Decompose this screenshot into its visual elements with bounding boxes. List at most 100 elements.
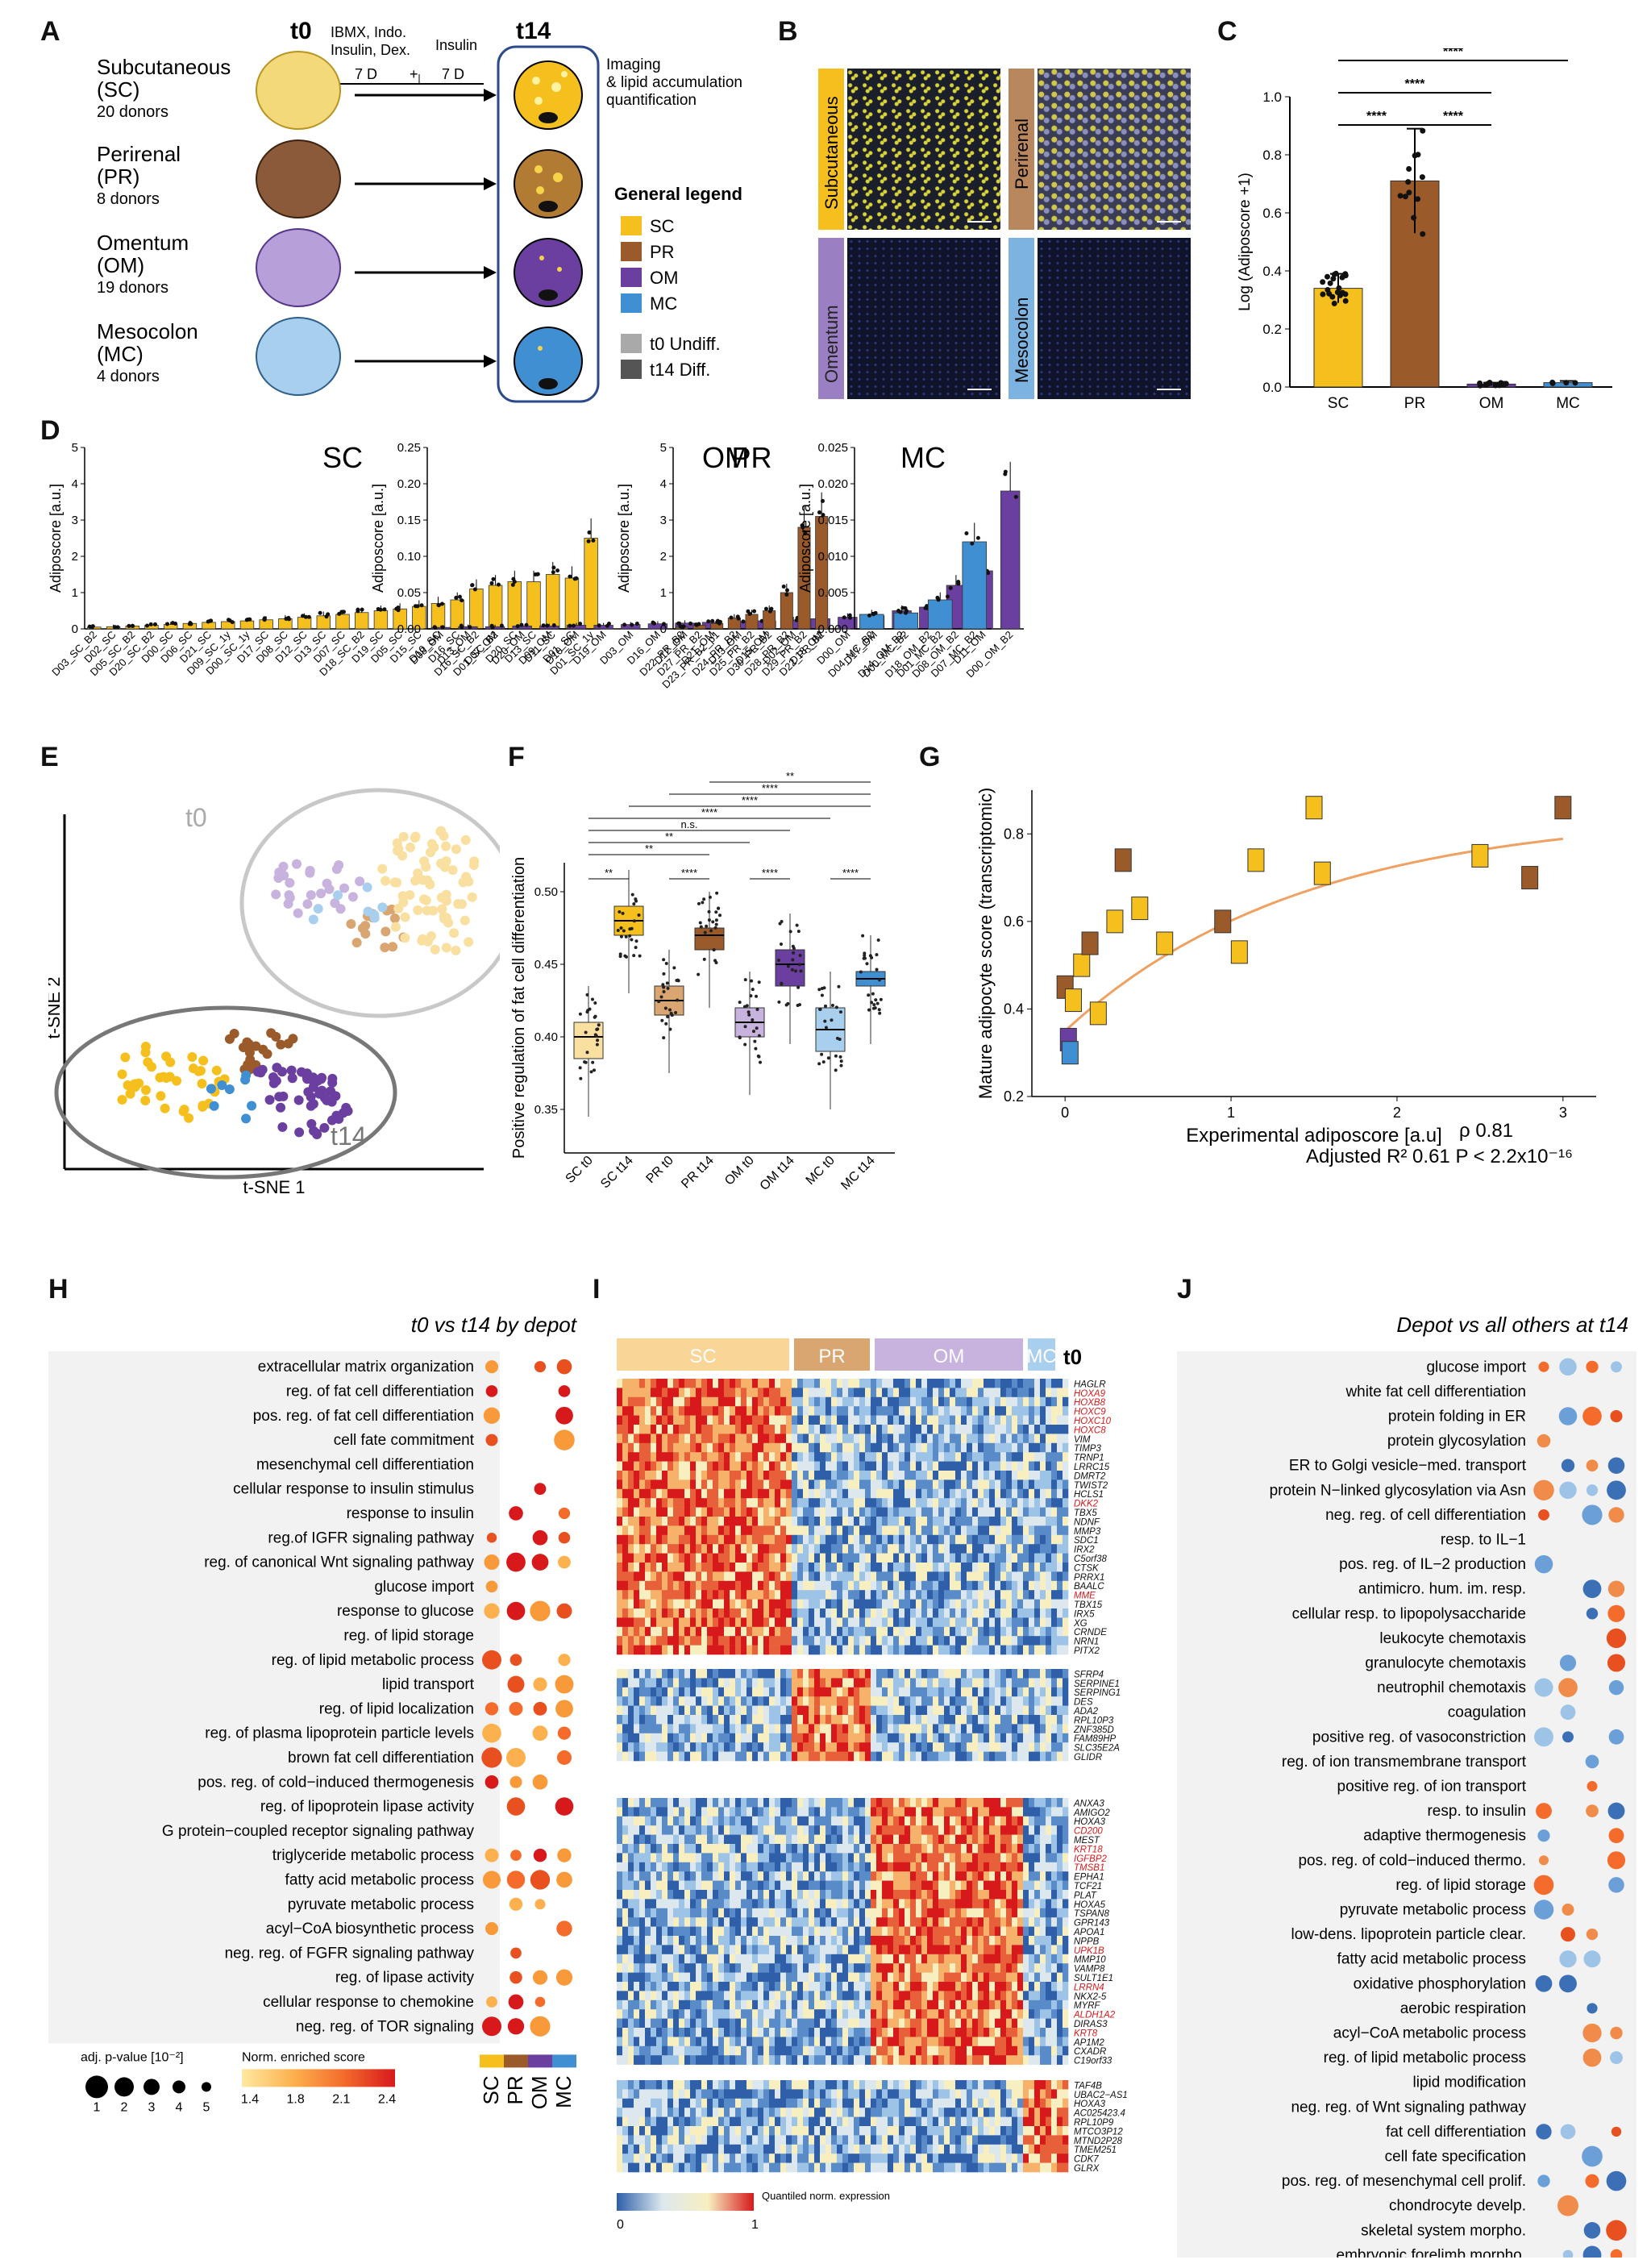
y-tick-label: 0.15 <box>397 514 421 527</box>
data-point <box>578 1066 582 1070</box>
data-point <box>707 909 711 913</box>
label-mesocolon: Mesocolon <box>1012 298 1032 383</box>
data-point <box>714 960 718 964</box>
data-point <box>757 980 761 984</box>
data-point <box>1003 472 1008 476</box>
data-point <box>588 1007 592 1011</box>
enrichment-dot <box>1534 1678 1553 1697</box>
enrichment-dot <box>1559 1358 1577 1376</box>
bar <box>373 610 389 630</box>
data-point <box>781 584 786 589</box>
gene-label: TBX5 <box>1074 1509 1097 1518</box>
bar <box>815 516 829 630</box>
y-axis-label: Adiposcore [a.u.] <box>370 484 386 593</box>
data-point <box>1420 127 1426 134</box>
cell-dot <box>400 912 410 922</box>
enrichment-dot <box>481 2016 502 2037</box>
gene-label: C19orf33 <box>1074 2057 1112 2066</box>
label-subcutaneous: Subcutaneous <box>821 96 842 210</box>
data-point <box>823 1019 827 1023</box>
data-point <box>624 934 628 938</box>
term-label: reg.of IGFR signaling pathway <box>268 1529 474 1546</box>
term-label: cellular response to chemokine <box>263 1994 474 2011</box>
y-tick-label: 0.2 <box>1004 1088 1024 1105</box>
data-box <box>1106 909 1124 934</box>
gene-label: TWIST2 <box>1074 1481 1108 1491</box>
data-point <box>173 622 178 626</box>
duration-1: 7 D <box>355 66 377 82</box>
term-label: resp. to IL−1 <box>1441 1532 1526 1549</box>
data-point <box>871 1006 875 1010</box>
enrichment-dot <box>484 1554 500 1571</box>
cell-dot <box>196 1066 206 1076</box>
legend-label: PR <box>650 242 675 262</box>
enrichment-dot <box>1585 1754 1599 1769</box>
term-label: reg. of lipid storage <box>343 1627 474 1644</box>
y-tick-label: 0.8 <box>1004 826 1024 842</box>
enrichment-dot <box>1607 1604 1625 1622</box>
significance-label: **** <box>762 867 778 879</box>
y-tick-label: 0.4 <box>1262 264 1282 279</box>
enrichment-dot <box>506 1797 526 1816</box>
x-tick-label: 3 <box>1559 1105 1567 1121</box>
enrichment-dot <box>534 1996 546 2008</box>
enrichment-dot <box>1536 1803 1552 1820</box>
gene-label: SLC35E2A <box>1074 1744 1120 1754</box>
data-point <box>834 1005 838 1009</box>
enrichment-dot <box>1583 2222 1601 2239</box>
data-point <box>1397 193 1404 199</box>
enrichment-dot <box>1534 1727 1553 1747</box>
data-point <box>747 1013 751 1017</box>
depot-abbr: (SC) <box>97 77 139 102</box>
enrichment-dot <box>557 1848 572 1862</box>
gene-label: DKK2 <box>1074 1500 1099 1509</box>
gene-label: TBX15 <box>1074 1600 1103 1610</box>
group-label: SC <box>689 1346 716 1367</box>
gene-label: IGFBP2 <box>1074 1854 1108 1864</box>
data-point <box>457 594 462 599</box>
data-point <box>1563 380 1570 386</box>
data-point <box>206 619 210 624</box>
term-label: antimicro. hum. im. resp. <box>1358 1581 1526 1598</box>
cell-dot <box>241 1113 252 1124</box>
enrichment-dot <box>485 1434 498 1446</box>
cell-dot <box>285 893 295 903</box>
data-point <box>817 1062 821 1066</box>
data-point <box>780 981 784 985</box>
pval-legend-value: 4 <box>176 2100 183 2114</box>
data-point <box>490 625 495 630</box>
bar <box>469 589 484 630</box>
gene-label: PITX2 <box>1074 1646 1100 1656</box>
gene-label: CXADR <box>1074 2047 1106 2057</box>
data-point <box>115 625 120 630</box>
data-point <box>859 970 863 974</box>
group-header <box>1028 1338 1055 1371</box>
data-point <box>715 891 719 895</box>
data-point <box>524 622 529 627</box>
data-point <box>489 581 494 585</box>
label-bar-subcutaneous <box>818 69 844 230</box>
panel-label-i: I <box>593 1274 601 1305</box>
y-tick-label: 0.015 <box>817 514 848 527</box>
data-point <box>593 1001 597 1005</box>
cell-dot <box>346 918 356 929</box>
x-tick-label: 1 <box>1227 1105 1235 1121</box>
cell-dot <box>377 902 388 913</box>
cell-dot <box>306 890 316 901</box>
term-label: embryonic forelimb morpho. <box>1337 2247 1526 2258</box>
enrichment-dot <box>1583 1950 1601 1968</box>
cell-dot <box>436 893 447 903</box>
cell-dot <box>314 1088 325 1099</box>
term-label: white fat cell differentiation <box>1345 1384 1526 1400</box>
bar <box>259 619 273 630</box>
data-point <box>751 1017 755 1022</box>
y-tick-label: 0.25 <box>397 441 421 455</box>
data-point <box>795 923 799 927</box>
depot-abbr: (OM) <box>97 253 144 277</box>
enrichment-dot <box>532 1725 548 1742</box>
cell-dot <box>276 1039 286 1050</box>
data-point <box>579 1076 583 1080</box>
gene-label: HOXC10 <box>1074 1417 1112 1426</box>
data-point <box>623 954 627 958</box>
y-tick-label: 4 <box>72 477 78 491</box>
